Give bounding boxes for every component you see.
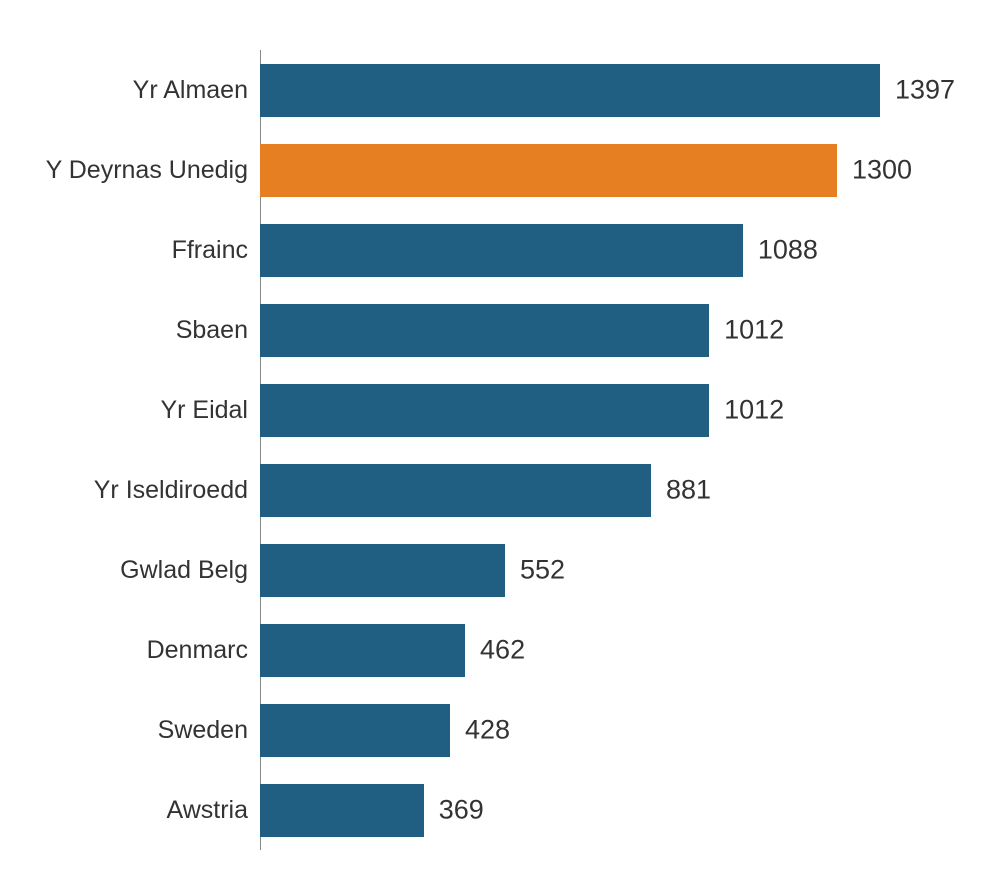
- bar-area: 881: [260, 450, 970, 530]
- bar-value: 552: [505, 555, 565, 586]
- bar-label: Gwlad Belg: [30, 556, 260, 585]
- bar-value: 1012: [709, 315, 784, 346]
- bar-area: 428: [260, 690, 970, 770]
- bar: 462: [260, 624, 465, 677]
- bar-value: 1397: [880, 75, 955, 106]
- bar-value: 428: [450, 715, 510, 746]
- bar-row: Awstria 369: [30, 770, 970, 850]
- bar-row: Gwlad Belg 552: [30, 530, 970, 610]
- bar-area: 1088: [260, 210, 970, 290]
- bar: 1397: [260, 64, 880, 117]
- bar-label: Sbaen: [30, 316, 260, 345]
- bar-label: Denmarc: [30, 636, 260, 665]
- bar-area: 462: [260, 610, 970, 690]
- bar-label: Yr Iseldiroedd: [30, 476, 260, 505]
- bar: 552: [260, 544, 505, 597]
- bar-label: Awstria: [30, 796, 260, 825]
- bar-row: Denmarc 462: [30, 610, 970, 690]
- bar-area: 1012: [260, 290, 970, 370]
- bar-area: 369: [260, 770, 970, 850]
- bar-value: 881: [651, 475, 711, 506]
- bar-value: 1012: [709, 395, 784, 426]
- bar: 369: [260, 784, 424, 837]
- bar-value: 1300: [837, 155, 912, 186]
- bar-row: Y Deyrnas Unedig 1300: [30, 130, 970, 210]
- bar-row: Ffrainc 1088: [30, 210, 970, 290]
- bar-row: Sweden 428: [30, 690, 970, 770]
- bar-row: Yr Iseldiroedd 881: [30, 450, 970, 530]
- bar-row: Yr Almaen 1397: [30, 50, 970, 130]
- bar-chart: Yr Almaen 1397 Y Deyrnas Unedig 1300 Ffr…: [30, 50, 970, 850]
- bar-value: 462: [465, 635, 525, 666]
- bar: 1300: [260, 144, 837, 197]
- bar-value: 1088: [743, 235, 818, 266]
- bar: 881: [260, 464, 651, 517]
- bar-label: Ffrainc: [30, 236, 260, 265]
- bar: 428: [260, 704, 450, 757]
- bar-area: 1012: [260, 370, 970, 450]
- bar-value: 369: [424, 795, 484, 826]
- bar: 1012: [260, 304, 709, 357]
- bar-label: Yr Eidal: [30, 396, 260, 425]
- bar-area: 1300: [260, 130, 970, 210]
- bar-label: Y Deyrnas Unedig: [30, 156, 260, 185]
- bar: 1012: [260, 384, 709, 437]
- bar-label: Sweden: [30, 716, 260, 745]
- bar-row: Yr Eidal 1012: [30, 370, 970, 450]
- bar: 1088: [260, 224, 743, 277]
- bar-row: Sbaen 1012: [30, 290, 970, 370]
- bar-label: Yr Almaen: [30, 76, 260, 105]
- bar-area: 1397: [260, 50, 970, 130]
- bar-area: 552: [260, 530, 970, 610]
